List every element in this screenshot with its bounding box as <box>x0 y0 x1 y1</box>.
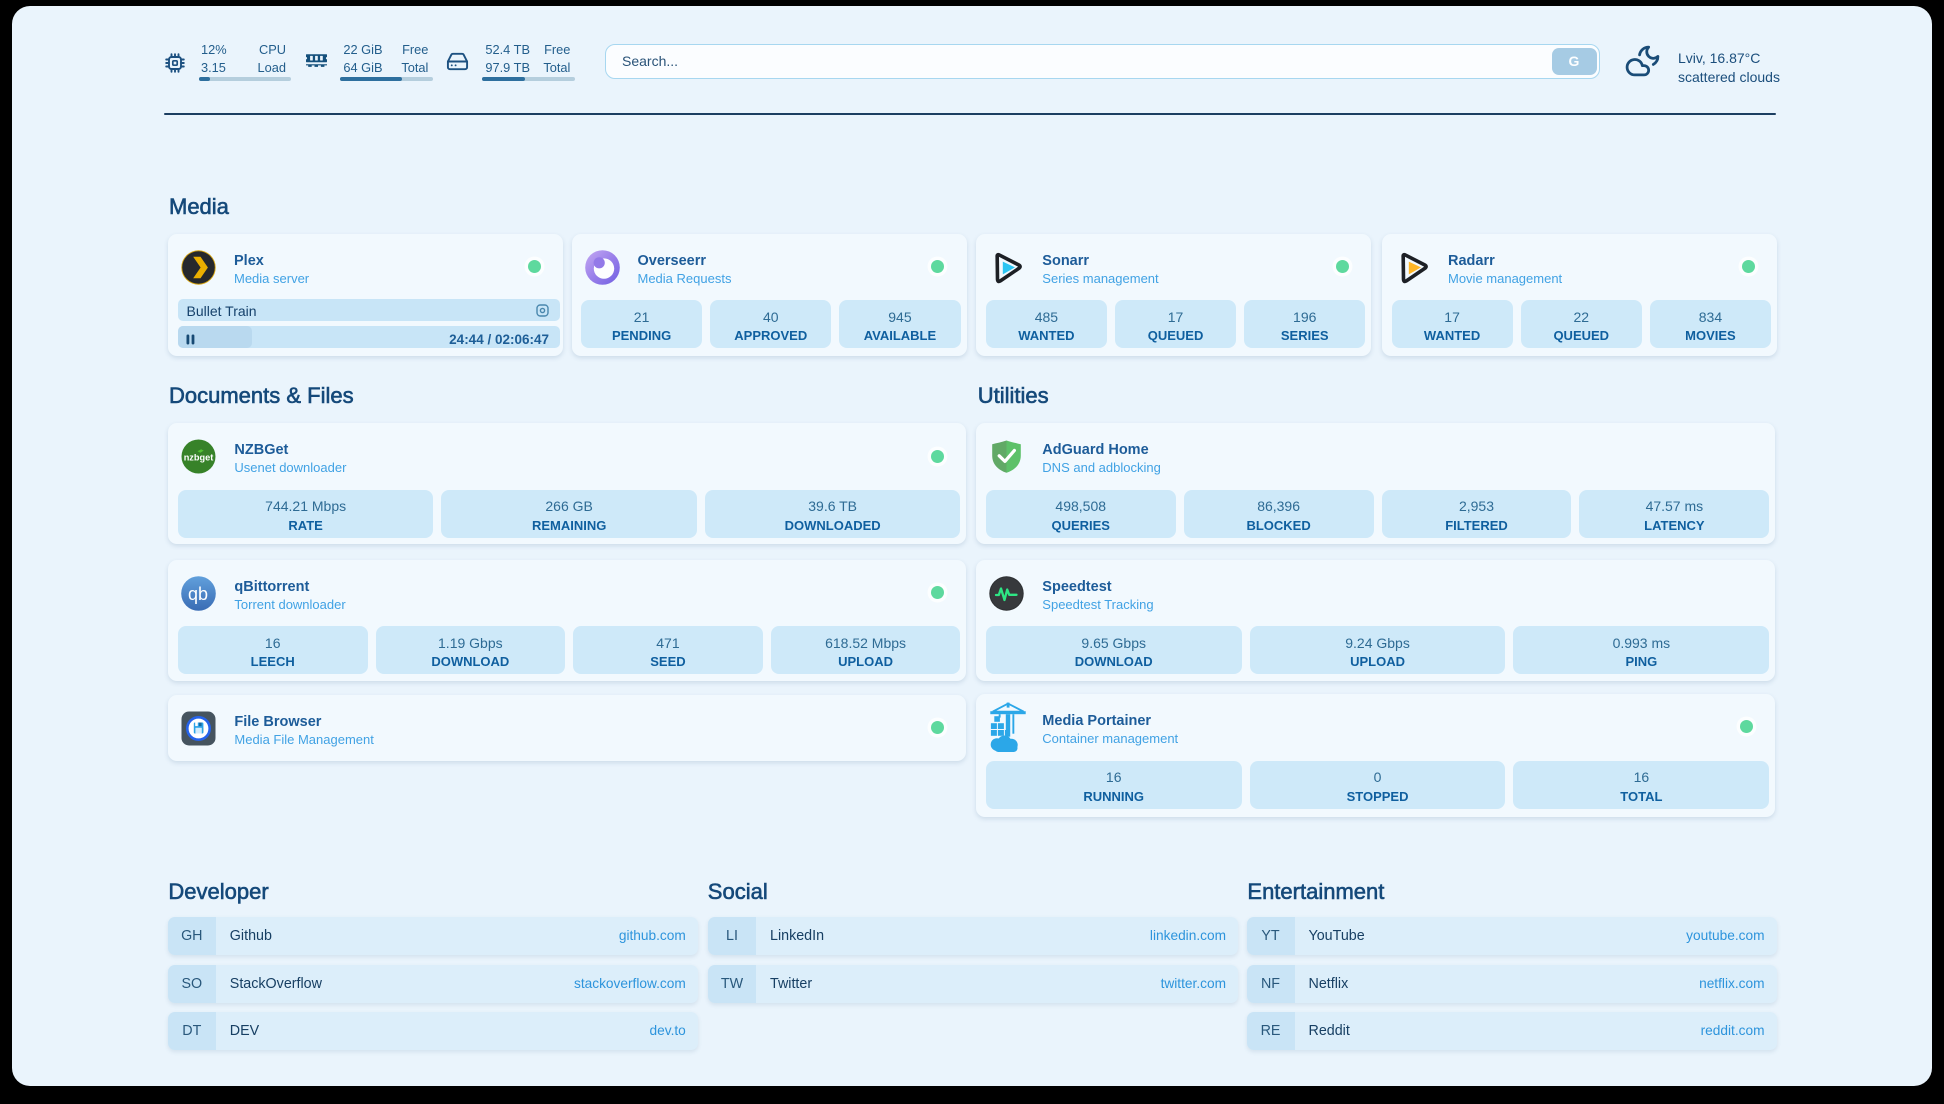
svg-text:nzbget: nzbget <box>184 453 214 463</box>
svg-text:qb: qb <box>188 584 208 604</box>
